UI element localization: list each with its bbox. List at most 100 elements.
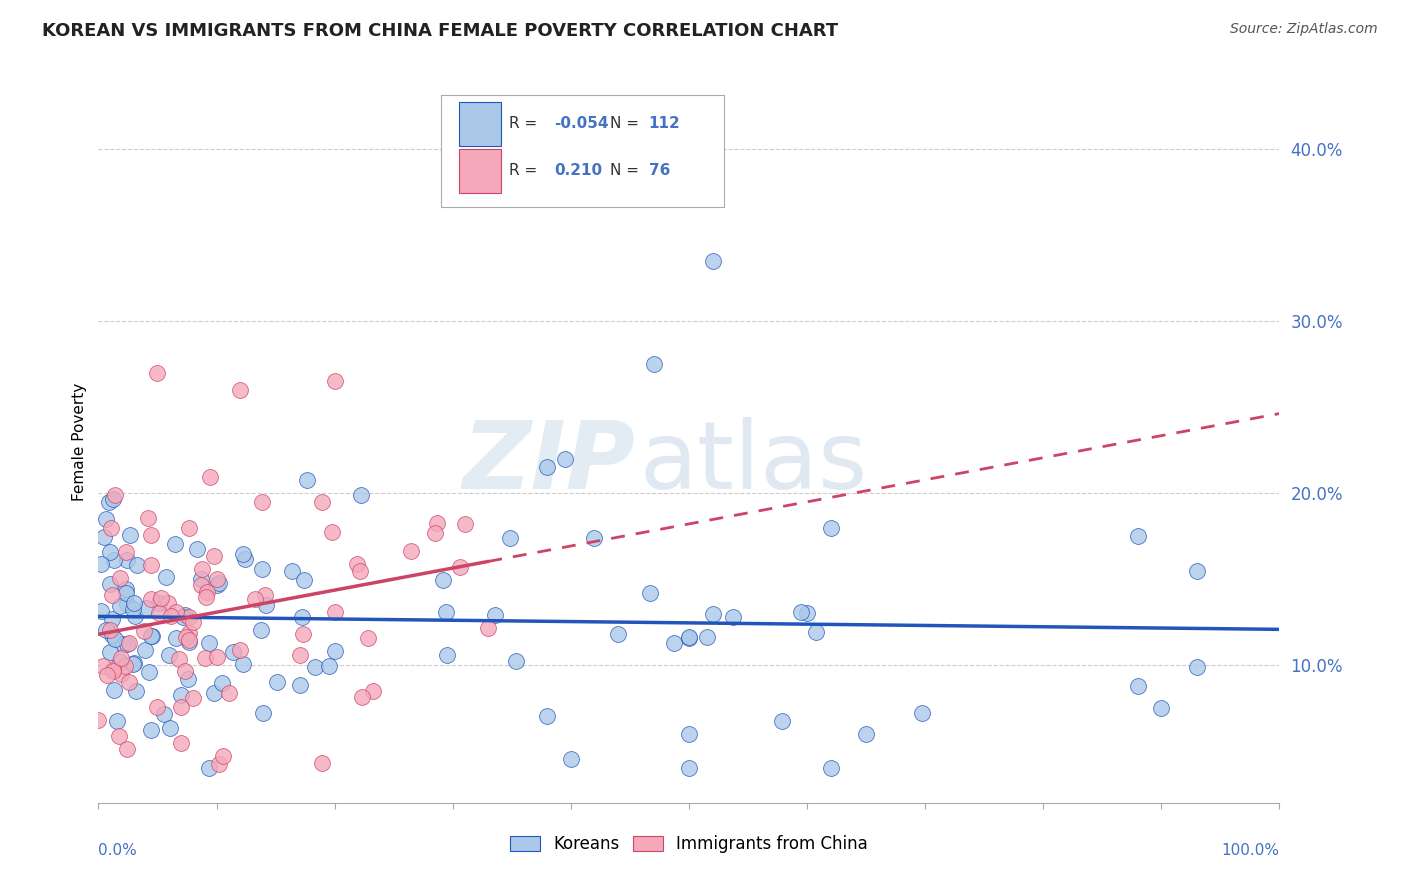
- Point: [122, 596, 145, 610]
- Point: [536, 708, 558, 723]
- Point: [122, 657, 145, 671]
- Point: [554, 451, 576, 466]
- Point: [157, 648, 180, 662]
- Point: [911, 706, 934, 720]
- FancyBboxPatch shape: [441, 95, 724, 207]
- Text: 0.0%: 0.0%: [98, 843, 138, 857]
- Text: 76: 76: [648, 163, 671, 178]
- Point: [149, 591, 172, 605]
- Point: [499, 531, 522, 545]
- Point: [134, 642, 156, 657]
- Text: R =: R =: [509, 163, 543, 178]
- Point: [186, 541, 208, 556]
- Point: [662, 636, 685, 650]
- Text: ZIP: ZIP: [463, 417, 636, 509]
- Point: [1185, 660, 1208, 674]
- Point: [194, 651, 217, 665]
- Point: [114, 582, 136, 596]
- Text: 112: 112: [648, 116, 681, 131]
- Point: [205, 650, 228, 665]
- Point: [177, 626, 200, 640]
- Point: [202, 549, 225, 563]
- Point: [678, 630, 700, 644]
- Point: [349, 565, 371, 579]
- Text: Source: ZipAtlas.com: Source: ZipAtlas.com: [1230, 22, 1378, 37]
- Point: [155, 569, 177, 583]
- Point: [146, 366, 169, 380]
- Point: [125, 558, 148, 572]
- Point: [702, 253, 724, 268]
- Text: 100.0%: 100.0%: [1222, 843, 1279, 857]
- Point: [181, 615, 204, 629]
- Point: [311, 495, 333, 509]
- Text: KOREAN VS IMMIGRANTS FROM CHINA FEMALE POVERTY CORRELATION CHART: KOREAN VS IMMIGRANTS FROM CHINA FEMALE P…: [42, 22, 838, 40]
- Point: [122, 602, 145, 616]
- Point: [1185, 564, 1208, 578]
- Point: [148, 596, 170, 610]
- Point: [96, 667, 118, 681]
- Point: [678, 631, 700, 645]
- Point: [208, 756, 231, 771]
- Point: [190, 573, 212, 587]
- Point: [281, 564, 304, 578]
- Point: [87, 713, 110, 727]
- Point: [93, 530, 115, 544]
- Point: [318, 659, 340, 673]
- Point: [297, 474, 319, 488]
- Point: [124, 684, 146, 698]
- Point: [477, 622, 499, 636]
- Point: [254, 588, 277, 602]
- Point: [104, 488, 127, 502]
- Point: [148, 607, 170, 621]
- Point: [90, 604, 112, 618]
- Point: [197, 636, 219, 650]
- Point: [198, 761, 221, 775]
- Point: [120, 528, 142, 542]
- Point: [176, 630, 198, 644]
- Point: [153, 707, 176, 722]
- Point: [181, 690, 204, 705]
- Point: [135, 600, 157, 615]
- Point: [170, 735, 193, 749]
- Point: [177, 610, 200, 624]
- Point: [198, 470, 221, 484]
- Point: [806, 624, 828, 639]
- Point: [101, 611, 124, 625]
- Point: [292, 574, 315, 588]
- Point: [173, 608, 195, 623]
- Point: [165, 606, 187, 620]
- Point: [176, 672, 198, 686]
- Point: [114, 586, 136, 600]
- Point: [110, 667, 132, 681]
- Point: [229, 383, 252, 397]
- Point: [350, 488, 373, 502]
- Point: [93, 659, 115, 673]
- Point: [796, 606, 818, 620]
- Point: [139, 528, 162, 542]
- Point: [94, 624, 117, 638]
- Point: [245, 592, 267, 607]
- Point: [105, 714, 128, 729]
- Text: atlas: atlas: [640, 417, 868, 509]
- Point: [426, 516, 449, 530]
- Point: [98, 544, 121, 558]
- Point: [449, 559, 471, 574]
- Point: [156, 596, 179, 610]
- Point: [321, 525, 343, 540]
- Point: [399, 543, 422, 558]
- Point: [110, 655, 132, 669]
- Point: [98, 645, 121, 659]
- Point: [98, 577, 121, 591]
- Point: [432, 573, 454, 587]
- Text: 0.210: 0.210: [554, 163, 602, 178]
- Point: [702, 607, 724, 622]
- Point: [252, 495, 274, 509]
- Point: [678, 761, 700, 775]
- Point: [101, 628, 124, 642]
- Point: [90, 557, 112, 571]
- Point: [820, 520, 842, 534]
- Point: [115, 553, 138, 567]
- Point: [323, 374, 346, 388]
- Point: [103, 683, 125, 698]
- Point: [108, 729, 131, 743]
